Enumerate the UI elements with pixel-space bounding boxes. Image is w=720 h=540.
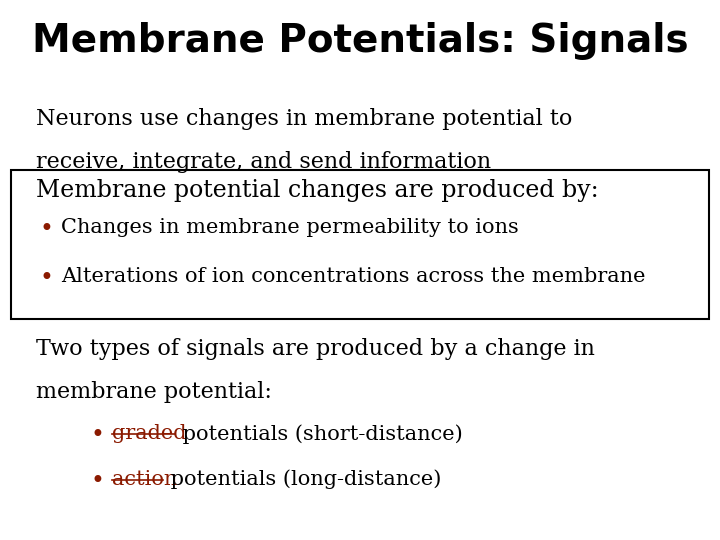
Text: Membrane Potentials: Signals: Membrane Potentials: Signals [32,22,688,59]
Text: •: • [40,218,53,241]
Text: potentials (short-distance): potentials (short-distance) [176,424,463,443]
Text: •: • [90,470,104,493]
FancyBboxPatch shape [11,170,709,319]
Text: Alterations of ion concentrations across the membrane: Alterations of ion concentrations across… [61,267,646,286]
Text: membrane potential:: membrane potential: [36,381,272,403]
Text: Two types of signals are produced by a change in: Two types of signals are produced by a c… [36,338,595,360]
Text: •: • [90,424,104,447]
Text: •: • [40,267,53,291]
Text: receive, integrate, and send information: receive, integrate, and send information [36,151,491,173]
Text: potentials (long-distance): potentials (long-distance) [164,470,441,489]
Text: Neurons use changes in membrane potential to: Neurons use changes in membrane potentia… [36,108,572,130]
Text: action: action [112,470,177,489]
Text: Changes in membrane permeability to ions: Changes in membrane permeability to ions [61,218,519,237]
Text: graded: graded [112,424,186,443]
Text: Membrane potential changes are produced by:: Membrane potential changes are produced … [36,179,598,202]
